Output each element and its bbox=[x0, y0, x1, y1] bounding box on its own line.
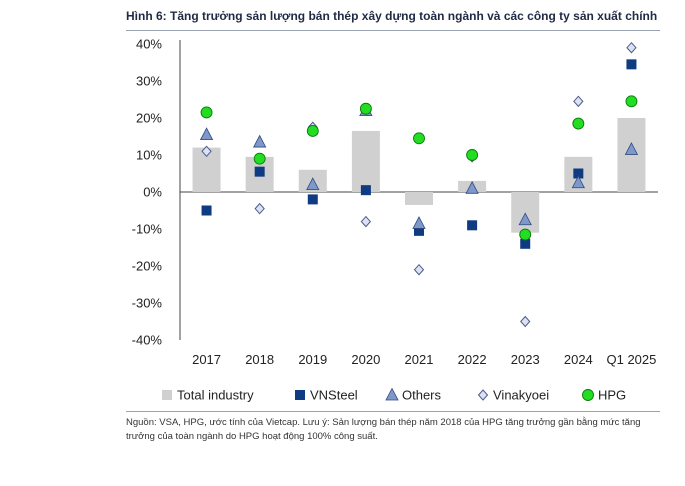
point-vinakyoei-2020 bbox=[360, 215, 372, 228]
legend-swatch-vinakyoei bbox=[477, 389, 489, 401]
bar-total-industry-2021 bbox=[405, 192, 433, 205]
chart: 40%30%20%10%0%-10%-20%-30%-40% 2017 2018 2… bbox=[132, 37, 658, 403]
y-tick-label: 10% bbox=[136, 148, 162, 163]
point-hpg-2022 bbox=[466, 149, 479, 161]
point-vinakyoei-2018 bbox=[254, 202, 265, 215]
point-vnsteel-2023 bbox=[520, 238, 531, 249]
legend-swatch-others bbox=[385, 387, 399, 401]
point-vinakyoei-2021 bbox=[413, 263, 425, 276]
y-tick-label: 20% bbox=[136, 111, 162, 126]
x-tick-label: 2022 bbox=[458, 352, 487, 367]
source-note: Nguồn: VSA, HPG, ước tính của Vietcap. L… bbox=[126, 417, 641, 442]
point-others-2019 bbox=[306, 177, 320, 191]
y-tick-label: 40% bbox=[136, 37, 162, 52]
x-tick-label: 2020 bbox=[351, 352, 380, 367]
y-tick-label: 0% bbox=[143, 185, 162, 200]
top-divider bbox=[126, 30, 660, 31]
point-hpg-2019 bbox=[306, 124, 319, 137]
x-tick-label: 2021 bbox=[405, 352, 434, 367]
legend-label-vnsteel: VNSteel bbox=[310, 388, 358, 403]
y-tick-label: -20% bbox=[132, 259, 163, 274]
point-hpg-2018 bbox=[253, 152, 266, 165]
y-axis-ticks: 40% 30% 20% 10% 0% -10% -20% -30% -40% bbox=[132, 37, 163, 348]
point-hpg-2017 bbox=[200, 106, 213, 119]
point-vnsteel-q1-2025 bbox=[626, 59, 637, 70]
point-vinakyoei-2023 bbox=[520, 315, 531, 328]
point-hpg-2024 bbox=[572, 117, 585, 130]
point-vnsteel-2021 bbox=[414, 225, 424, 236]
point-vinakyoei-2017 bbox=[201, 145, 212, 158]
bar-total-industry-2020 bbox=[351, 130, 380, 192]
legend-swatch-total-industry bbox=[162, 390, 172, 400]
x-axis-ticks: 2017 2018 2019 2020 2021 2022 2023 2024 Q1 2025 bbox=[192, 352, 656, 367]
point-hpg-2020 bbox=[359, 102, 372, 115]
point-hpg-q1-2025 bbox=[625, 95, 638, 108]
point-others-q1-2025 bbox=[624, 142, 639, 155]
point-vnsteel-2019 bbox=[307, 194, 318, 205]
point-vnsteel-2018 bbox=[254, 166, 265, 177]
point-others-2024 bbox=[571, 175, 585, 189]
point-others-2018 bbox=[253, 134, 267, 148]
figure-title: Hình 6: Tăng trưởng sản lượng bán thép x… bbox=[126, 9, 658, 23]
bar-total-industry-q1-2025 bbox=[617, 118, 646, 192]
legend-swatch-vnsteel bbox=[295, 390, 305, 400]
point-hpg-2023 bbox=[519, 228, 532, 241]
y-tick-label: -30% bbox=[132, 296, 163, 311]
x-tick-label: 2017 bbox=[192, 352, 221, 367]
point-vinakyoei-q1-2025 bbox=[626, 41, 637, 54]
point-vnsteel-2022 bbox=[467, 220, 478, 231]
bar-total-industry-2023 bbox=[511, 192, 540, 233]
x-tick-label: 2018 bbox=[245, 352, 274, 367]
point-others-2017 bbox=[199, 127, 214, 141]
points bbox=[199, 41, 639, 328]
point-others-2023 bbox=[518, 212, 532, 226]
point-vnsteel-2017 bbox=[201, 205, 212, 216]
point-others-2022 bbox=[465, 180, 479, 194]
bottom-divider bbox=[126, 411, 660, 412]
legend-label-hpg: HPG bbox=[598, 388, 626, 403]
y-tick-label: -10% bbox=[132, 222, 163, 237]
point-vnsteel-2020 bbox=[360, 185, 371, 196]
point-hpg-2021 bbox=[413, 132, 425, 145]
point-vnsteel-2024 bbox=[573, 168, 584, 179]
y-tick-label: 30% bbox=[136, 74, 162, 89]
legend-swatch-hpg bbox=[582, 389, 594, 401]
x-tick-label: 2023 bbox=[511, 352, 540, 367]
y-tick-label: -40% bbox=[132, 333, 163, 348]
legend-label-total-industry: Total industry bbox=[177, 388, 254, 403]
point-vinakyoei-2024 bbox=[573, 95, 584, 108]
x-tick-label: Q1 2025 bbox=[607, 352, 657, 367]
legend-label-vinakyoei: Vinakyoei bbox=[493, 388, 549, 403]
x-tick-label: 2024 bbox=[564, 352, 593, 367]
legend-label-others: Others bbox=[402, 388, 442, 403]
x-tick-label: 2019 bbox=[298, 352, 327, 367]
legend: Total industry VNSteel Others Vinakyoei HPG bbox=[162, 388, 626, 403]
point-others-2021 bbox=[412, 216, 426, 229]
